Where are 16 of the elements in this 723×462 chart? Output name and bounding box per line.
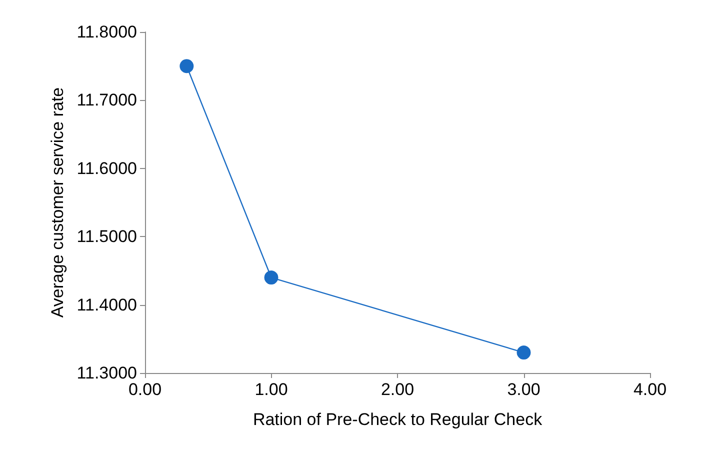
x-tick-label: 4.00 [633,380,667,399]
y-axis-title: Average customer service rate [48,87,67,318]
x-tick-label: 0.00 [128,380,162,399]
y-tick-label: 11.8000 [76,22,137,42]
x-axis-title: Ration of Pre-Check to Regular Check [252,410,543,429]
y-tick-label: 11.4000 [76,295,137,314]
x-tick-label: 1.00 [254,380,288,399]
point [180,59,194,74]
x-tick-label: 3.00 [507,380,540,399]
y-tick-label: 11.6000 [76,158,137,178]
point [516,346,531,360]
y-tick-label: 11.3000 [76,364,137,382]
point [264,270,278,285]
y-tick-label: 11.7000 [76,90,137,110]
x-tick-label: 2.00 [380,380,414,399]
y-tick-label: 11.5000 [76,227,137,246]
